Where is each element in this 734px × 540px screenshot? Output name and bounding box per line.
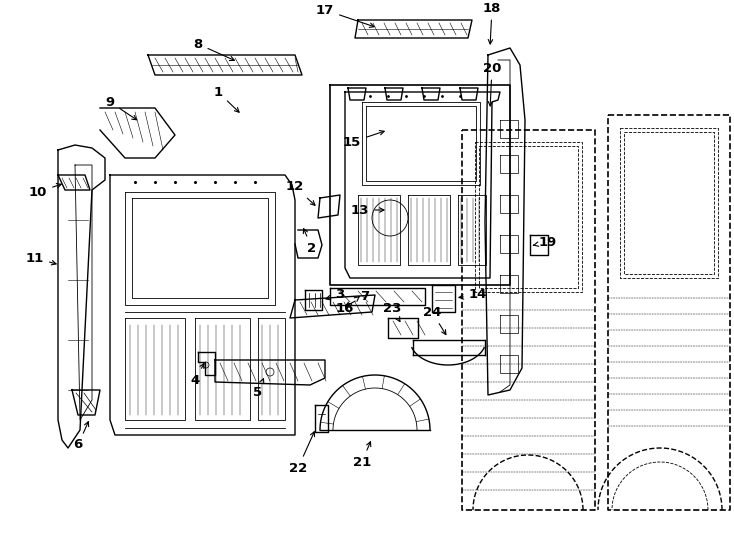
Text: 5: 5 xyxy=(253,379,264,399)
Polygon shape xyxy=(58,175,90,190)
Polygon shape xyxy=(485,48,525,395)
Text: 7: 7 xyxy=(346,289,369,306)
Polygon shape xyxy=(100,108,175,158)
Text: 6: 6 xyxy=(73,422,89,451)
Polygon shape xyxy=(305,290,322,310)
Polygon shape xyxy=(432,285,455,312)
Polygon shape xyxy=(330,288,425,305)
Polygon shape xyxy=(460,88,478,100)
Text: 15: 15 xyxy=(343,131,384,149)
Polygon shape xyxy=(385,88,403,100)
Text: 1: 1 xyxy=(214,85,239,112)
Text: 20: 20 xyxy=(483,62,501,106)
Polygon shape xyxy=(388,318,418,338)
Polygon shape xyxy=(148,55,302,75)
Text: 24: 24 xyxy=(423,306,446,335)
Text: 4: 4 xyxy=(190,363,204,387)
Text: 10: 10 xyxy=(29,184,61,199)
Polygon shape xyxy=(215,360,325,385)
Polygon shape xyxy=(110,175,295,435)
Polygon shape xyxy=(295,230,322,258)
Text: 19: 19 xyxy=(534,235,557,248)
Polygon shape xyxy=(530,235,548,255)
Polygon shape xyxy=(315,405,328,432)
Text: 13: 13 xyxy=(351,204,384,217)
Text: 2: 2 xyxy=(303,228,316,254)
Text: 18: 18 xyxy=(483,2,501,44)
Text: 8: 8 xyxy=(193,37,234,60)
Polygon shape xyxy=(72,390,100,415)
Text: 17: 17 xyxy=(316,3,374,28)
Polygon shape xyxy=(355,20,472,38)
Polygon shape xyxy=(58,145,105,448)
Polygon shape xyxy=(348,88,366,100)
Polygon shape xyxy=(318,195,340,218)
Text: 22: 22 xyxy=(289,431,315,475)
Text: 14: 14 xyxy=(459,288,487,301)
Text: 11: 11 xyxy=(26,252,56,265)
Text: 3: 3 xyxy=(326,288,345,301)
Text: 23: 23 xyxy=(383,301,401,321)
Text: 9: 9 xyxy=(106,96,137,120)
Polygon shape xyxy=(422,88,440,100)
Polygon shape xyxy=(345,92,500,278)
Text: 21: 21 xyxy=(353,442,371,469)
Polygon shape xyxy=(198,352,215,375)
Polygon shape xyxy=(290,295,375,318)
Text: 12: 12 xyxy=(286,180,315,205)
Text: 16: 16 xyxy=(336,296,359,314)
